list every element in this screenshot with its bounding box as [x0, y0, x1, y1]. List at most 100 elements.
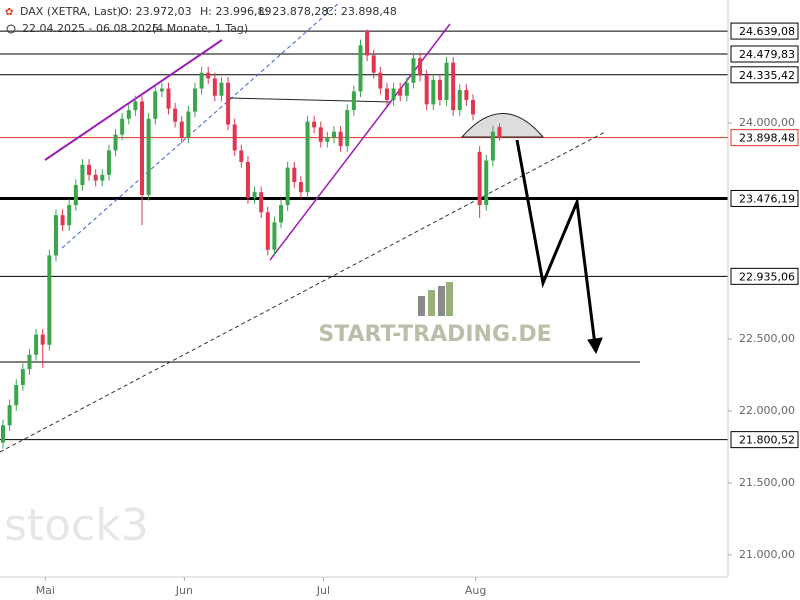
candle-body	[159, 88, 164, 92]
candle-body	[345, 110, 350, 147]
candle-body	[80, 164, 85, 185]
candle-body	[232, 124, 237, 151]
logo-bar	[428, 290, 435, 316]
candle-body	[252, 192, 257, 198]
candle-body	[186, 111, 191, 138]
candle-body	[245, 161, 250, 198]
candle-body	[133, 101, 138, 111]
icon: ✿	[5, 7, 13, 18]
candle-body	[239, 150, 244, 162]
candle-body	[338, 131, 343, 147]
level-label-box	[730, 66, 799, 84]
candle-body	[477, 151, 482, 206]
candle-body	[219, 82, 224, 96]
candle-body	[120, 118, 125, 135]
candle-body	[20, 369, 25, 386]
candle-body	[34, 334, 39, 355]
y-tick-label: 22.500,00	[739, 332, 795, 345]
candle-body	[358, 45, 363, 92]
candle-body	[298, 182, 303, 193]
logo-bar	[418, 296, 425, 316]
candle-body	[484, 160, 489, 206]
level-label: 21.800,52	[739, 434, 795, 447]
candle-body	[113, 134, 118, 151]
level-label: 22.935,06	[739, 270, 795, 283]
candle-body	[431, 79, 436, 105]
candle-body	[490, 131, 495, 161]
header-high: H: 23.996,89	[200, 5, 271, 18]
level-label: 24.639,08	[739, 25, 795, 38]
candles	[1, 29, 502, 449]
candle-body	[272, 222, 277, 250]
candle-body	[464, 89, 469, 101]
candle-body	[40, 334, 45, 345]
arrow-head	[587, 337, 603, 355]
y-tick-label: 21.000,00	[739, 548, 795, 561]
candle-body	[166, 88, 171, 109]
level-label-box	[730, 267, 799, 285]
candle-body	[14, 385, 19, 406]
x-tick-label: Mai	[36, 584, 55, 597]
candle-body	[106, 150, 111, 175]
level-label: 23.898,48	[739, 132, 795, 145]
candle-body	[371, 55, 376, 73]
header-name: DAX (XETRA, Last)	[20, 5, 121, 18]
candle-body	[424, 75, 429, 105]
arc	[460, 113, 545, 138]
candle-body	[259, 192, 264, 213]
candle-body	[497, 127, 502, 138]
x-tick-label: Aug	[465, 584, 486, 597]
candle-body	[444, 62, 449, 101]
candle-body	[398, 88, 403, 96]
drawings	[0, 1, 606, 453]
candle-body	[305, 121, 310, 193]
trend-line	[229, 97, 391, 103]
candle-body	[325, 137, 330, 142]
candle-body	[87, 164, 92, 175]
candle-body	[73, 184, 78, 206]
logo-bar	[438, 286, 445, 316]
candle-body	[140, 101, 145, 196]
level-label-box	[730, 45, 799, 63]
candle-body	[7, 405, 12, 426]
level-label-box	[730, 22, 799, 40]
candle-body	[437, 79, 442, 101]
trend-line	[61, 1, 341, 249]
candle-body	[173, 108, 178, 122]
level-label: 23.476,19	[739, 192, 795, 205]
header-low: L: 23.878,28	[259, 5, 328, 18]
candle-body	[318, 127, 323, 142]
candle-body	[60, 215, 65, 226]
candle-body	[404, 82, 409, 96]
candle-body	[418, 58, 423, 76]
candle-body	[1, 425, 5, 443]
candle-body	[457, 89, 462, 111]
candle-body	[226, 82, 231, 125]
candle-body	[179, 121, 184, 138]
header: ✿ DAX (XETRA, Last) O: 23.972,03 H: 23.9…	[5, 5, 397, 35]
candle-body	[378, 72, 383, 89]
level-label-box	[730, 129, 799, 147]
trend-line	[44, 39, 223, 161]
y-tick-label: 22.000,00	[739, 404, 795, 417]
header-close: C: 23.898,48	[326, 5, 397, 18]
icon	[6, 24, 16, 34]
candle-body	[212, 78, 217, 96]
level-label: 24.479,83	[739, 48, 795, 61]
level-label-box	[730, 431, 799, 449]
header-range: 22.04.2025 - 06.08.2025	[22, 22, 159, 35]
candle-body	[332, 131, 336, 138]
logo-bar	[446, 282, 453, 316]
candle-body	[411, 58, 416, 83]
candle-body	[292, 167, 297, 183]
level-label-box	[730, 189, 799, 207]
candle-body	[384, 88, 389, 101]
trend-line	[0, 131, 606, 453]
candle-body	[47, 255, 52, 345]
candle-body	[206, 72, 211, 79]
y-tick-label: 21.500,00	[739, 476, 795, 489]
header-span: (4 Monate, 1 Tag)	[152, 22, 248, 35]
candle-body	[285, 167, 290, 206]
x-tick-label: Jun	[175, 584, 193, 597]
